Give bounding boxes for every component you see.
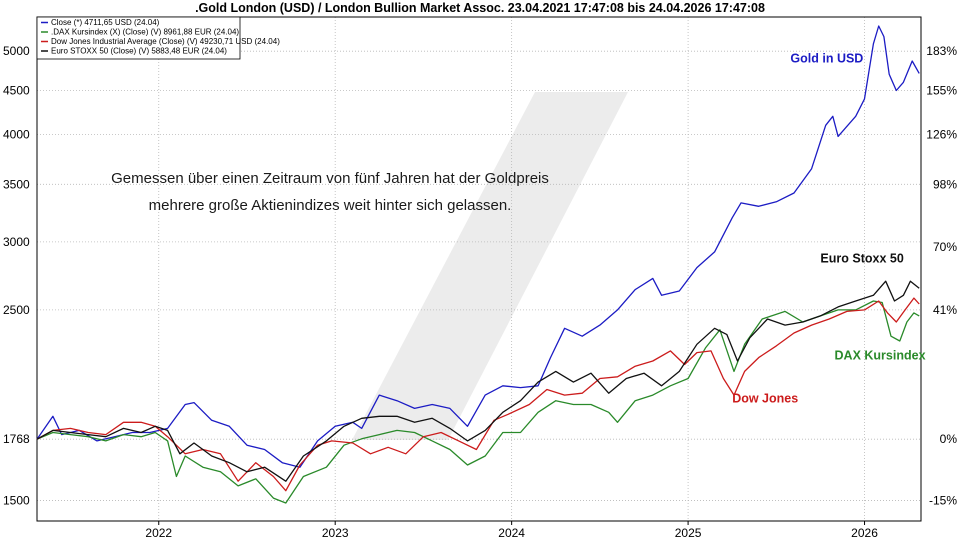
y-right-tick-label: 183% <box>926 44 957 58</box>
label-euro-stoxx-50: Euro Stoxx 50 <box>820 251 903 265</box>
watermark-logo <box>352 92 628 440</box>
annotation: Gemessen über einen Zeitraum von fünf Ja… <box>111 170 549 214</box>
legend-entry: Dow Jones Industrial Average (Close) (V)… <box>51 37 280 46</box>
y-left-tick-label: 3000 <box>3 235 30 249</box>
x-tick-label: 2023 <box>322 526 349 540</box>
legend-entry: .DAX Kursindex (X) (Close) (V) 8961,88 E… <box>51 28 239 37</box>
x-tick-label: 2024 <box>498 526 525 540</box>
legend-entry: Euro STOXX 50 (Close) (V) 5883,48 EUR (2… <box>51 47 227 56</box>
series-lines <box>36 25 920 504</box>
legend: Close (*) 4711,65 USD (24.04).DAX Kursin… <box>36 16 280 60</box>
y-left-tick-label: 4500 <box>3 84 30 98</box>
y-left-tick-label: 4000 <box>3 127 30 141</box>
x-tick-label: 2022 <box>145 526 172 540</box>
y-right-tick-label: 70% <box>933 240 957 254</box>
x-tick-label: 2025 <box>675 526 702 540</box>
y-right-tick-label: 98% <box>933 177 957 191</box>
y-left-tick-label: 1768 <box>3 432 30 446</box>
y-right-tick-label: 41% <box>933 303 957 317</box>
series-line-gold-in-usd <box>36 25 920 468</box>
series-labels: Gold in USD Euro Stoxx 50 Dow Jones DAX Kur… <box>732 52 925 406</box>
label-gold-in-usd: Gold in USD <box>790 52 863 66</box>
y-right-tick-label: 0% <box>940 432 958 446</box>
y-right-tick-label: 155% <box>926 84 957 98</box>
legend-box <box>36 16 241 60</box>
y-left-tick-label: 1500 <box>3 494 30 508</box>
plot-frame <box>36 16 922 522</box>
y-right-tick-label: 126% <box>926 127 957 141</box>
label-dax-kursindex: DAX Kursindex <box>835 348 926 362</box>
chart-title: .Gold London (USD) / London Bullion Mark… <box>195 1 765 15</box>
annotation-line-2: mehrere große Aktienindizes weit hinter … <box>149 197 512 214</box>
legend-entry: Close (*) 4711,65 USD (24.04) <box>51 18 160 27</box>
annotation-line-1: Gemessen über einen Zeitraum von fünf Ja… <box>111 170 549 187</box>
y-left-tick-label: 3500 <box>3 177 30 191</box>
label-dow-jones: Dow Jones <box>732 392 798 406</box>
y-left-tick-label: 2500 <box>3 303 30 317</box>
series-line-dow-jones <box>36 297 920 492</box>
series-line-euro-stoxx-50 <box>36 280 920 482</box>
y-left-tick-label: 5000 <box>3 44 30 58</box>
axis-ticks: 2022 2023 2024 2025 2026 1500 1768 2500 3000 3500… <box>3 44 957 540</box>
y-right-tick-label: -15% <box>929 494 957 508</box>
x-tick-label: 2026 <box>851 526 878 540</box>
